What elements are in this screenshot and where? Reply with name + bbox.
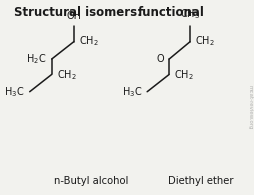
Text: functional: functional — [137, 6, 203, 19]
Text: OH: OH — [66, 11, 81, 21]
Text: H$_3$C: H$_3$C — [4, 85, 25, 99]
Text: CH$_3$: CH$_3$ — [179, 7, 199, 21]
Text: H$_3$C: H$_3$C — [121, 85, 142, 99]
Text: n-Butyl alcohol: n-Butyl alcohol — [54, 176, 128, 186]
Text: Structural isomers:: Structural isomers: — [14, 6, 145, 19]
Text: CH$_2$: CH$_2$ — [56, 68, 76, 82]
Text: O: O — [156, 54, 164, 64]
Text: CH$_2$: CH$_2$ — [194, 34, 214, 48]
Text: Diethyl ether: Diethyl ether — [167, 176, 232, 186]
Text: CH$_2$: CH$_2$ — [78, 34, 98, 48]
Text: H$_2$C: H$_2$C — [26, 52, 47, 66]
Text: mcat-review.org: mcat-review.org — [246, 85, 251, 129]
Text: CH$_2$: CH$_2$ — [173, 68, 193, 82]
